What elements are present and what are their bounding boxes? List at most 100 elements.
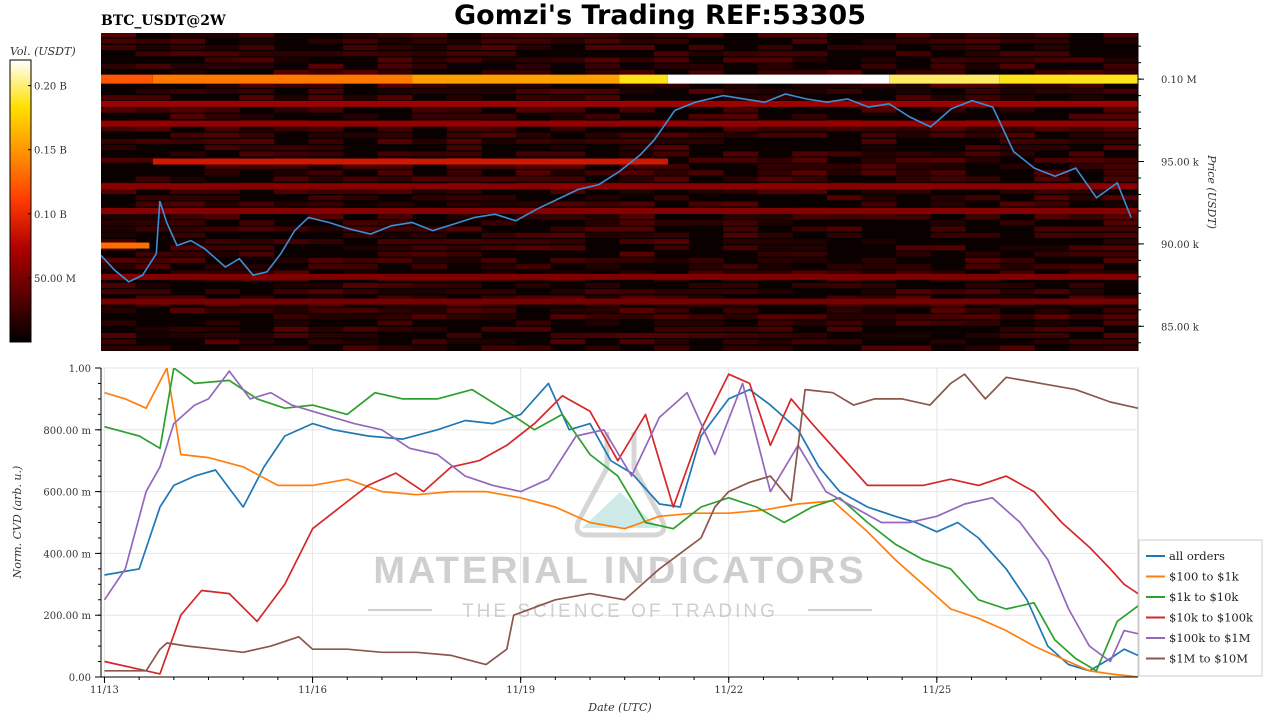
heatmap-cell — [377, 314, 413, 320]
heatmap-cell — [308, 70, 344, 76]
heatmap-cell — [688, 157, 724, 163]
heatmap-cell — [999, 314, 1035, 320]
heatmap-cell — [377, 226, 413, 232]
heatmap-cell — [861, 314, 897, 320]
heatmap-cell — [654, 320, 690, 326]
heatmap-cell — [654, 170, 690, 176]
heatmap-cell — [619, 163, 655, 169]
heatmap-cell — [723, 157, 759, 163]
heatmap-cell — [101, 44, 137, 50]
heatmap-cell — [170, 176, 206, 182]
heatmap-cell — [688, 51, 724, 57]
heatmap-cell — [723, 326, 759, 332]
heatmap-cell — [1103, 239, 1138, 245]
heatmap-cell — [654, 220, 690, 226]
heatmap-cell — [446, 251, 482, 257]
heatmap-cell — [550, 289, 586, 295]
heatmap-cell — [826, 295, 862, 301]
heatmap-cell — [239, 251, 275, 257]
heatmap-cell — [757, 320, 793, 326]
heatmap-cell — [273, 82, 309, 88]
heatmap-cell — [135, 220, 171, 226]
heatmap-cell — [930, 163, 966, 169]
heatmap-cell — [1103, 176, 1138, 182]
heatmap-cell — [412, 82, 448, 88]
heatmap-cell — [757, 176, 793, 182]
heatmap-cell — [792, 38, 828, 44]
heatmap-cell — [792, 33, 828, 38]
heatmap-cell — [273, 257, 309, 263]
heatmap-cell — [412, 113, 448, 119]
heatmap-cell — [688, 257, 724, 263]
chart-title: Gomzi's Trading REF:53305 — [454, 0, 866, 31]
heatmap-cell — [896, 82, 932, 88]
heatmap-cell — [757, 289, 793, 295]
heatmap-cell — [792, 151, 828, 157]
heatmap-cell — [723, 113, 759, 119]
heatmap-cell — [135, 257, 171, 263]
heatmap-band — [889, 74, 1000, 84]
heatmap-cell — [757, 57, 793, 63]
heatmap-cell — [826, 339, 862, 345]
heatmap-cell — [930, 44, 966, 50]
heatmap-cell — [101, 126, 137, 132]
heatmap-cell — [654, 245, 690, 251]
heatmap-cell — [550, 226, 586, 232]
heatmap-cell — [1034, 82, 1070, 88]
heatmap-cell — [550, 270, 586, 276]
heatmap-cell — [619, 138, 655, 144]
heatmap-cell — [826, 214, 862, 220]
heatmap-cell — [446, 170, 482, 176]
heatmap-cell — [723, 132, 759, 138]
heatmap-cell — [308, 176, 344, 182]
heatmap-cell — [377, 82, 413, 88]
heatmap-cell — [342, 232, 379, 238]
heatmap-cell — [412, 88, 448, 94]
heatmap-cell — [342, 245, 379, 251]
heatmap-cell — [1103, 226, 1138, 232]
heatmap-cell — [204, 189, 240, 194]
heatmap-cell — [723, 307, 759, 313]
heatmap-cell — [688, 63, 724, 69]
heatmap-cell — [654, 195, 690, 201]
heatmap-cell — [930, 289, 966, 295]
heatmap-cell — [377, 132, 413, 138]
heatmap-cell — [204, 145, 240, 151]
heatmap-cell — [170, 232, 206, 238]
heatmap-cell — [170, 226, 206, 232]
heatmap-cell — [446, 195, 482, 201]
heatmap-cell — [826, 44, 862, 50]
heatmap-band — [619, 74, 668, 84]
heatmap-cell — [550, 107, 586, 113]
heatmap-cell — [446, 51, 482, 57]
heatmap-cell — [619, 88, 655, 94]
date-tick-label: 11/19 — [506, 685, 535, 696]
heatmap-cell — [792, 132, 828, 138]
heatmap-cell — [550, 339, 586, 345]
heatmap-cell — [239, 295, 275, 301]
heatmap-cell — [170, 214, 206, 220]
heatmap-cell — [342, 326, 379, 332]
cvd-series-line — [104, 368, 1138, 672]
heatmap-cell — [170, 220, 206, 226]
heatmap-cell — [1068, 195, 1104, 201]
heatmap-cell — [1034, 232, 1070, 238]
heatmap-cell — [826, 232, 862, 238]
heatmap-cell — [204, 289, 240, 295]
heatmap-cell — [204, 307, 240, 313]
heatmap-cell — [1068, 314, 1104, 320]
heatmap-cell — [999, 220, 1035, 226]
heatmap-cell — [239, 220, 275, 226]
heatmap-cell — [1034, 289, 1070, 295]
heatmap-cell — [861, 201, 897, 207]
heatmap-cell — [377, 138, 413, 144]
heatmap-band — [101, 298, 1138, 305]
heatmap-cell — [342, 95, 379, 101]
heatmap-cell — [896, 176, 932, 182]
heatmap-cell — [757, 257, 793, 263]
heatmap-cell — [308, 151, 344, 157]
heatmap-cell — [1068, 132, 1104, 138]
heatmap-cell — [930, 232, 966, 238]
heatmap-cell — [999, 63, 1035, 69]
heatmap-cell — [170, 251, 206, 257]
